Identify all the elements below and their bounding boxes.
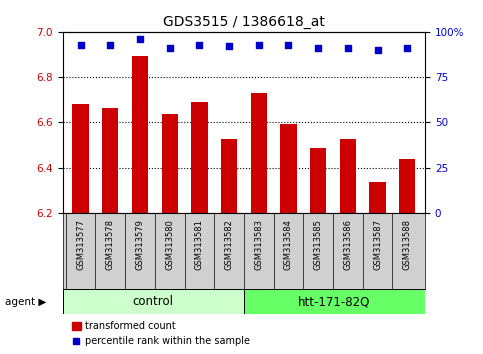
Point bbox=[344, 45, 352, 51]
Bar bbox=[161, 114, 178, 213]
Text: GSM313588: GSM313588 bbox=[403, 219, 412, 270]
Bar bbox=[132, 56, 148, 213]
Point bbox=[106, 42, 114, 47]
Bar bbox=[310, 148, 327, 213]
Text: GSM313582: GSM313582 bbox=[225, 219, 234, 270]
Point bbox=[374, 47, 382, 53]
Text: htt-171-82Q: htt-171-82Q bbox=[298, 295, 370, 308]
Bar bbox=[244, 289, 425, 314]
Text: GSM313579: GSM313579 bbox=[136, 219, 144, 270]
Text: GSM313585: GSM313585 bbox=[313, 219, 323, 270]
Legend: transformed count, percentile rank within the sample: transformed count, percentile rank withi… bbox=[68, 318, 254, 350]
Text: agent ▶: agent ▶ bbox=[5, 297, 46, 307]
Point bbox=[77, 42, 85, 47]
Text: GSM313580: GSM313580 bbox=[165, 219, 174, 270]
Bar bbox=[369, 182, 386, 213]
Point bbox=[196, 42, 203, 47]
Point bbox=[136, 36, 144, 42]
Text: GSM313581: GSM313581 bbox=[195, 219, 204, 270]
Text: GSM313587: GSM313587 bbox=[373, 219, 382, 270]
Text: GSM313586: GSM313586 bbox=[343, 219, 352, 270]
Text: control: control bbox=[133, 295, 174, 308]
Bar bbox=[221, 139, 237, 213]
Bar bbox=[280, 124, 297, 213]
Point bbox=[403, 45, 411, 51]
Text: GSM313583: GSM313583 bbox=[254, 219, 263, 270]
Bar bbox=[399, 159, 415, 213]
Text: GSM313578: GSM313578 bbox=[106, 219, 115, 270]
Bar bbox=[191, 102, 208, 213]
Bar bbox=[340, 139, 356, 213]
Point bbox=[166, 45, 173, 51]
Title: GDS3515 / 1386618_at: GDS3515 / 1386618_at bbox=[163, 16, 325, 29]
Bar bbox=[72, 104, 89, 213]
Point bbox=[255, 42, 263, 47]
Text: GSM313584: GSM313584 bbox=[284, 219, 293, 270]
Text: GSM313577: GSM313577 bbox=[76, 219, 85, 270]
Point bbox=[314, 45, 322, 51]
Bar bbox=[102, 108, 118, 213]
Bar bbox=[63, 289, 244, 314]
Point bbox=[225, 44, 233, 49]
Point bbox=[284, 42, 292, 47]
Bar bbox=[251, 93, 267, 213]
